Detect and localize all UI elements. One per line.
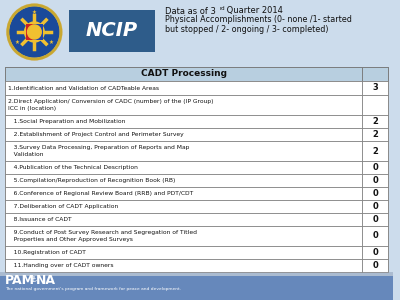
Bar [362, 226, 388, 246]
Bar [5, 226, 362, 246]
Bar [5, 187, 362, 200]
Text: rd: rd [219, 7, 225, 11]
Text: 3.Survey Data Processing, Preparation of Reports and Map
   Validation: 3.Survey Data Processing, Preparation of… [8, 145, 189, 157]
Text: CADT Processing: CADT Processing [141, 70, 227, 79]
Text: Data as of 3: Data as of 3 [165, 7, 216, 16]
Text: 0: 0 [372, 176, 378, 185]
Text: 11.Handing over of CADT owners: 11.Handing over of CADT owners [8, 263, 113, 268]
Text: ★: ★ [49, 40, 54, 44]
Bar [5, 213, 362, 226]
Bar [362, 81, 388, 95]
Text: NA: NA [36, 274, 56, 287]
Bar [69, 10, 155, 52]
Circle shape [28, 25, 41, 39]
Text: Quarter 2014: Quarter 2014 [224, 7, 283, 16]
Circle shape [24, 22, 44, 42]
Text: ★: ★ [32, 10, 37, 14]
Text: 5.Compilation/Reproduction of Recognition Book (RB): 5.Compilation/Reproduction of Recognitio… [8, 178, 175, 183]
Text: 0: 0 [372, 232, 378, 241]
Text: PAM: PAM [5, 274, 35, 287]
Bar [5, 81, 362, 95]
Text: 1.Social Preparation and Mobilization: 1.Social Preparation and Mobilization [8, 119, 125, 124]
Text: but stopped / 2- ongoing / 3- completed): but stopped / 2- ongoing / 3- completed) [165, 25, 328, 34]
Text: 0: 0 [372, 189, 378, 198]
Bar [34, 24, 43, 40]
Text: 0: 0 [372, 261, 378, 270]
Bar [5, 259, 362, 272]
Text: 10.Registration of CADT: 10.Registration of CADT [8, 250, 86, 255]
Bar [5, 246, 362, 259]
Bar [362, 187, 388, 200]
Text: 2.Direct Application/ Conversion of CADC (number) of the (IP Group)
ICC in (loca: 2.Direct Application/ Conversion of CADC… [8, 99, 213, 111]
Bar [362, 200, 388, 213]
Bar [5, 161, 362, 174]
Bar [362, 128, 388, 141]
Bar [362, 174, 388, 187]
Text: ★: ★ [15, 40, 20, 44]
Text: NCIP: NCIP [86, 22, 138, 40]
Text: 3: 3 [372, 83, 378, 92]
Bar [362, 95, 388, 115]
Text: 2: 2 [372, 146, 378, 155]
Bar [5, 200, 362, 213]
Text: 0: 0 [372, 248, 378, 257]
Text: 9.Conduct of Post Survey Research and Segregation of Titled
   Properties and Ot: 9.Conduct of Post Survey Research and Se… [8, 230, 197, 242]
Text: 0: 0 [372, 163, 378, 172]
Bar [362, 259, 388, 272]
Text: 8.Issuance of CADT: 8.Issuance of CADT [8, 217, 72, 222]
Bar [5, 141, 362, 161]
Bar [5, 174, 362, 187]
Bar [5, 67, 388, 272]
Bar [362, 161, 388, 174]
Bar [5, 128, 362, 141]
Text: 7.Deliberation of CADT Application: 7.Deliberation of CADT Application [8, 204, 118, 209]
Bar [0, 272, 393, 276]
Text: 0: 0 [372, 215, 378, 224]
Bar [26, 24, 34, 40]
Bar [362, 115, 388, 128]
Text: Physical Accomplishments (0- none /1- started: Physical Accomplishments (0- none /1- st… [165, 16, 352, 25]
Bar [0, 272, 393, 300]
Text: 2: 2 [372, 117, 378, 126]
Text: 2.Establishment of Project Control and Perimeter Survey: 2.Establishment of Project Control and P… [8, 132, 184, 137]
Text: 1.Identification and Validation of CADTeable Areas: 1.Identification and Validation of CADTe… [8, 85, 159, 91]
Bar [5, 115, 362, 128]
Text: The national government's program and framework for peace and development.: The national government's program and fr… [5, 287, 181, 291]
Bar [362, 213, 388, 226]
Bar [362, 246, 388, 259]
Text: ⚓: ⚓ [30, 275, 37, 284]
Circle shape [10, 7, 59, 57]
Bar [362, 67, 388, 81]
Bar [362, 141, 388, 161]
Text: 0: 0 [372, 202, 378, 211]
Bar [5, 67, 362, 81]
Circle shape [7, 4, 62, 60]
Text: 6.Conference of Regional Review Board (RRB) and PDT/CDT: 6.Conference of Regional Review Board (R… [8, 191, 193, 196]
Text: 2: 2 [372, 130, 378, 139]
Bar [5, 95, 362, 115]
Text: 4.Publication of the Technical Description: 4.Publication of the Technical Descripti… [8, 165, 138, 170]
